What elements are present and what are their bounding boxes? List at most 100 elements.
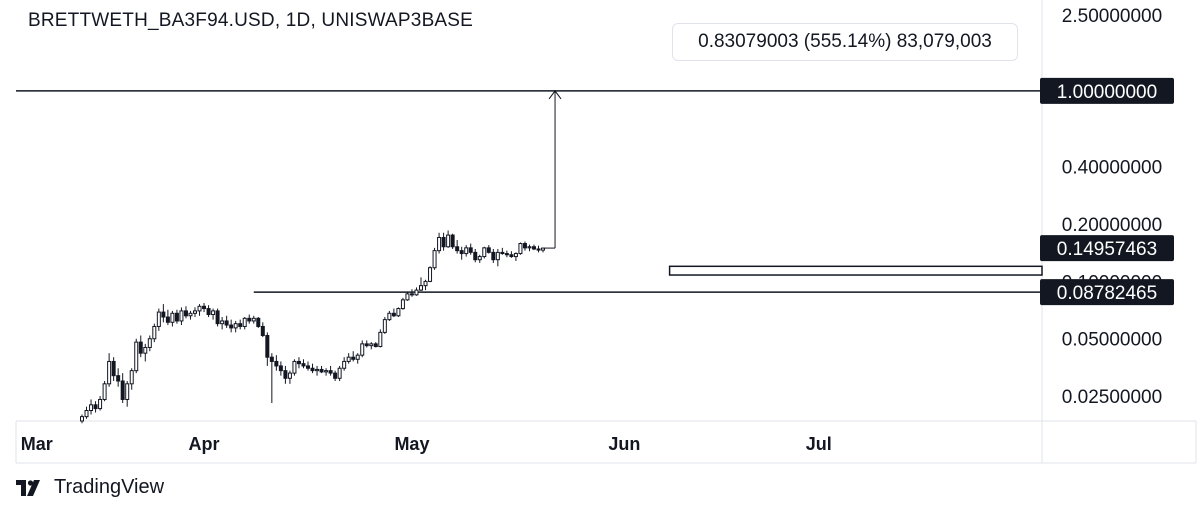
candle-body: [111, 360, 116, 377]
candle: [93, 401, 98, 413]
resistance-price-label: 1.00000000: [1057, 82, 1157, 103]
candle-body: [500, 251, 505, 255]
candle-body: [80, 416, 84, 422]
candle: [102, 381, 107, 402]
candle: [364, 340, 369, 348]
candle-body: [174, 312, 179, 322]
candle: [536, 245, 541, 253]
price-axis: 2.500000000.400000000.200000000.10000000…: [1062, 6, 1162, 408]
candle: [351, 351, 356, 362]
measure-arrow: [543, 90, 562, 249]
candle: [156, 308, 161, 331]
last-price-label: 0.14957463: [1057, 239, 1157, 260]
candle: [504, 250, 509, 258]
candle: [188, 310, 193, 320]
candle: [251, 315, 256, 324]
candle-body: [369, 343, 374, 347]
candle-body: [188, 312, 193, 317]
candle: [260, 322, 265, 338]
candle-body: [337, 367, 342, 379]
candle: [174, 309, 179, 324]
candle: [287, 370, 292, 384]
candle-body: [125, 383, 130, 400]
candle-body: [306, 365, 310, 369]
candle-body: [518, 243, 523, 255]
candle: [355, 353, 360, 364]
candle-body: [437, 236, 442, 252]
candle: [170, 310, 175, 327]
candle: [491, 248, 496, 263]
candle-body: [396, 308, 401, 317]
candle-body: [495, 251, 500, 261]
candle: [346, 353, 351, 364]
price-axis-labels: 1.00000000 0.14957463 0.08782465: [1040, 77, 1174, 306]
candle: [333, 370, 338, 382]
support-price-label-bg: [1040, 279, 1174, 306]
candle-body: [400, 299, 405, 310]
candle-body: [532, 246, 536, 250]
symbol-title: BRETTWETH_BA3F94.USD, 1D, UNISWAP3BASE: [28, 10, 474, 31]
measure-arrowhead: [548, 90, 562, 100]
candle-body: [382, 319, 387, 333]
candle-body: [504, 253, 509, 256]
candle-body: [152, 325, 157, 340]
candle-body: [274, 360, 279, 367]
candle-body: [238, 323, 243, 327]
candle-body: [509, 254, 514, 258]
candle: [179, 307, 184, 326]
candle: [360, 340, 365, 358]
candle-body: [120, 380, 125, 400]
candle: [522, 241, 527, 251]
candle: [129, 368, 134, 390]
candle-body: [220, 320, 225, 325]
candle: [220, 317, 225, 330]
candle: [373, 342, 378, 348]
candle: [315, 365, 320, 376]
candle: [197, 304, 202, 316]
candle: [423, 279, 428, 291]
candle: [233, 320, 238, 333]
candle: [319, 365, 324, 374]
candle: [482, 246, 487, 259]
candle-body: [491, 251, 496, 261]
candle-body: [233, 323, 238, 329]
candle-body: [156, 311, 161, 327]
candle: [161, 304, 166, 323]
candle-body: [143, 346, 148, 354]
candle: [477, 254, 482, 263]
candle: [147, 335, 152, 352]
candle-body: [102, 383, 107, 400]
candle: [84, 406, 89, 419]
candle-body: [522, 243, 527, 249]
candle: [342, 357, 347, 371]
candle-body: [202, 305, 207, 310]
candle-body: [428, 267, 433, 282]
candle-body: [147, 338, 152, 348]
candle: [274, 355, 279, 371]
candle-body: [224, 320, 229, 326]
candle-body: [287, 372, 292, 379]
candle: [455, 239, 460, 254]
candle-body: [183, 310, 188, 317]
candle-body: [405, 293, 410, 301]
candle: [292, 359, 297, 376]
footer-brand[interactable]: TradingView: [16, 476, 164, 499]
candle: [138, 335, 143, 358]
candle: [306, 361, 310, 371]
candle-body: [242, 317, 247, 327]
candle: [116, 368, 121, 387]
candle-body: [450, 234, 455, 248]
candle: [382, 317, 387, 334]
candle-body: [247, 317, 252, 322]
candle-body: [432, 250, 437, 269]
candle: [450, 233, 455, 249]
candle: [283, 365, 288, 384]
candle: [143, 343, 148, 362]
candle: [98, 396, 103, 411]
candle: [247, 314, 252, 324]
candle-body: [283, 370, 288, 379]
candle: [80, 414, 84, 424]
candle: [211, 308, 216, 320]
candle-body: [351, 356, 356, 360]
